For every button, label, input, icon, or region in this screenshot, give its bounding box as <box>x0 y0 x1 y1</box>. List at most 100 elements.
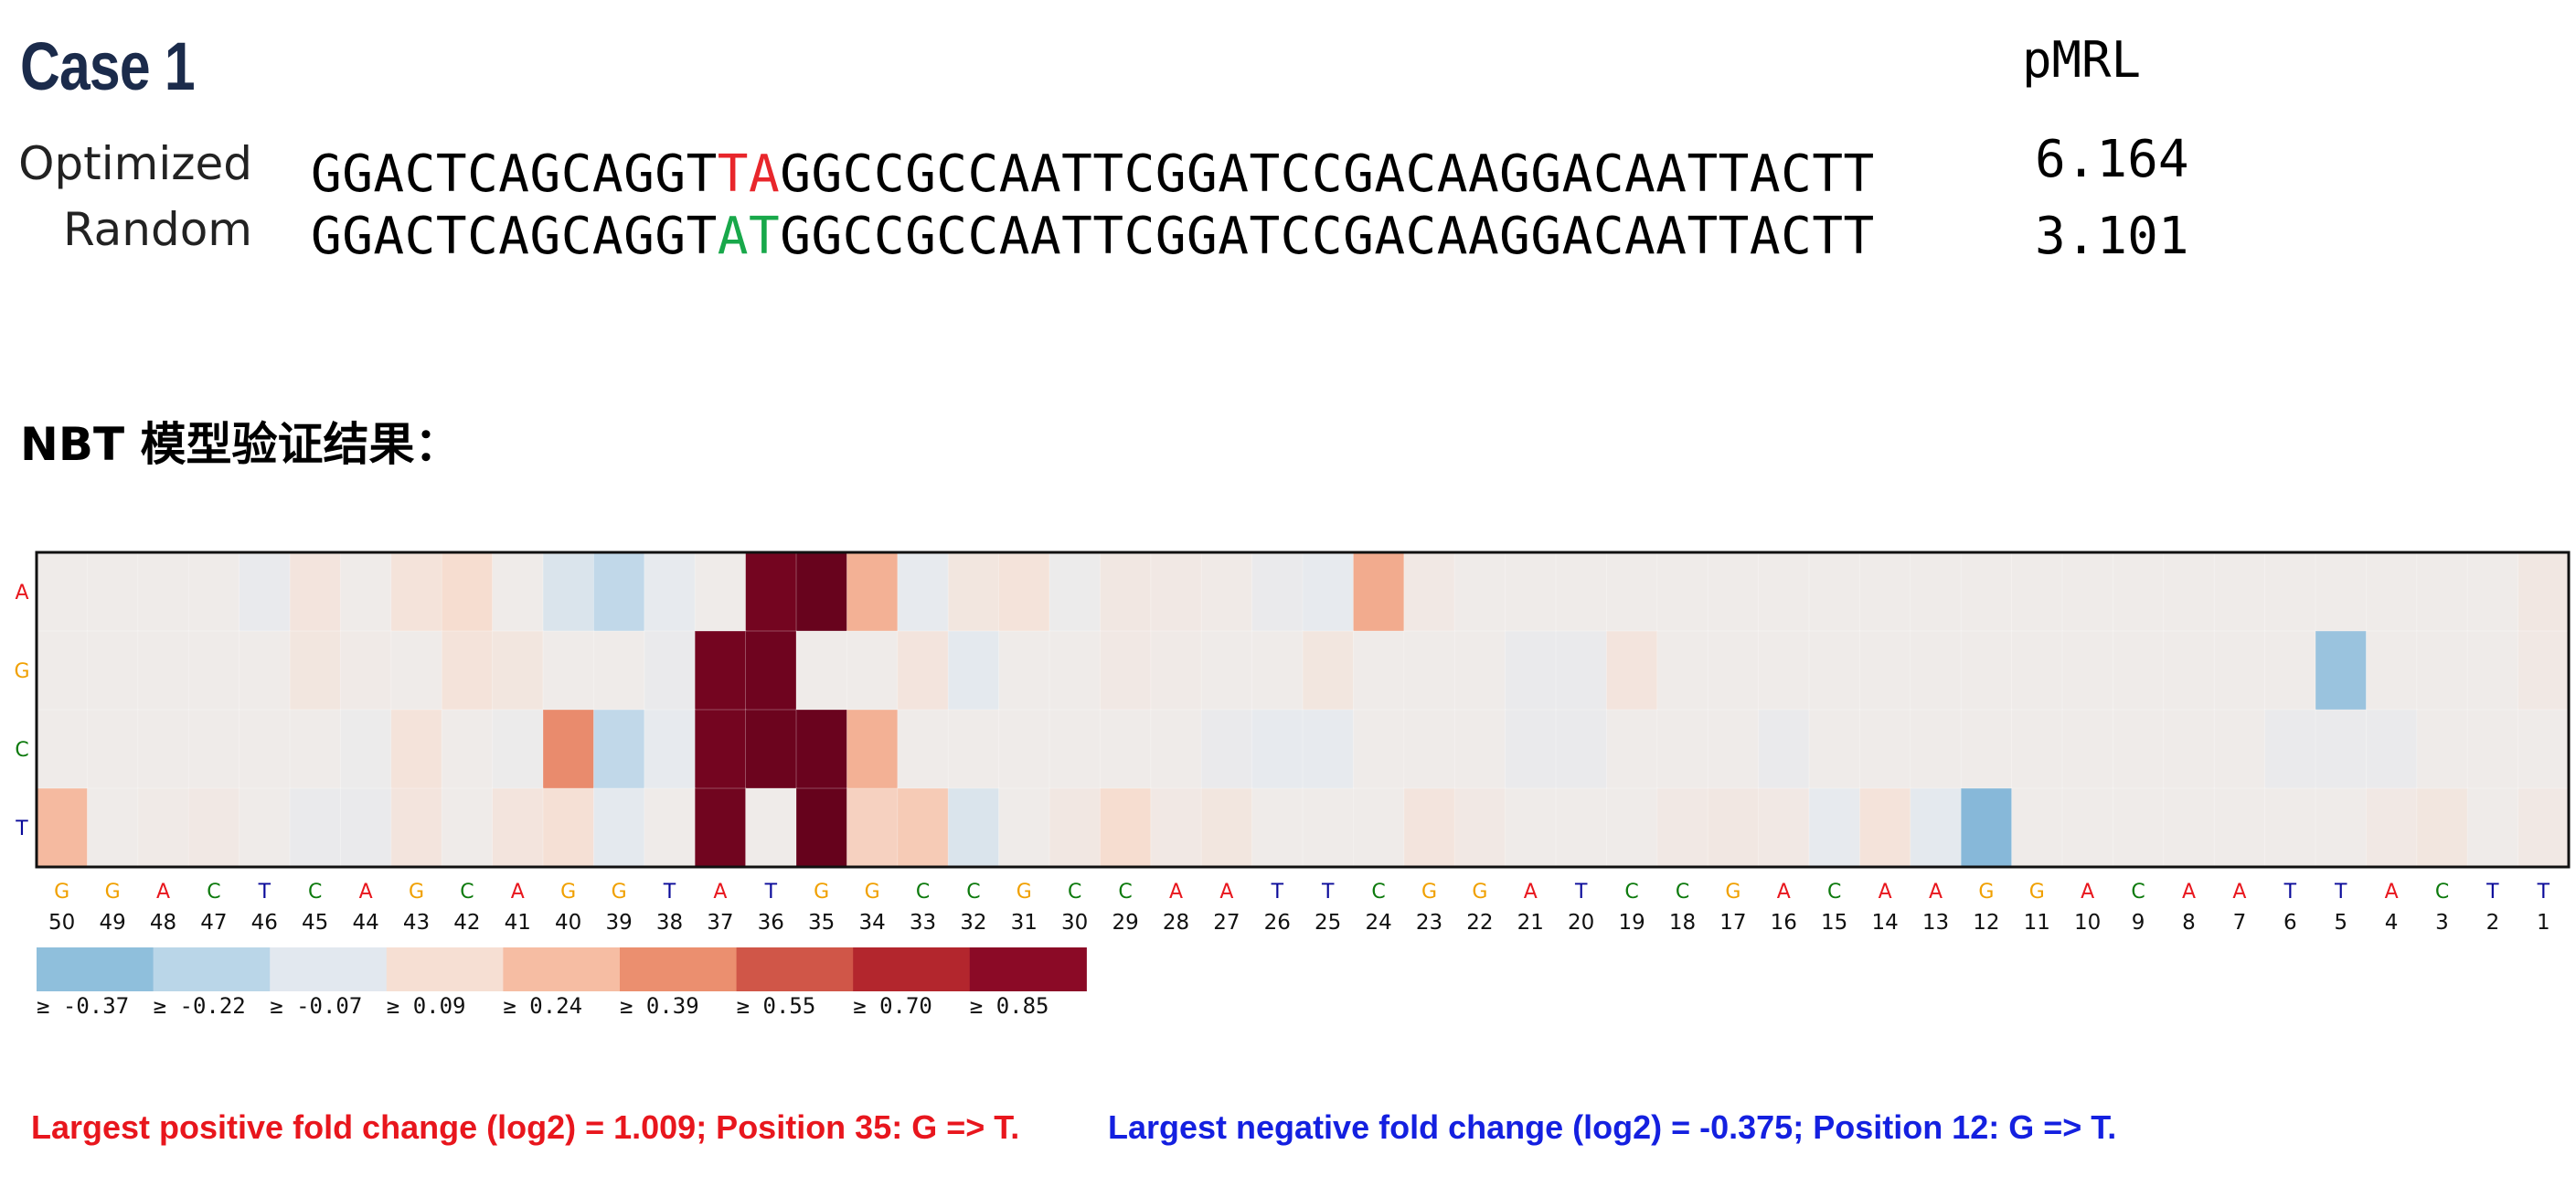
heatmap-cell-C-15 <box>1808 709 1861 789</box>
pmrl-header: pMRL <box>2022 31 2142 89</box>
x-tick-46: 46 <box>251 911 278 935</box>
heatmap-cell-T-26 <box>1251 787 1304 868</box>
x-tick-40: 40 <box>555 911 581 935</box>
heatmap-cell-A-34 <box>846 551 899 632</box>
legend-swatch-5 <box>620 947 738 991</box>
x-tick-29: 29 <box>1112 911 1138 935</box>
heatmap-cell-C-6 <box>2264 709 2317 789</box>
heatmap-cell-G-12 <box>1960 630 2013 711</box>
heatmap-cell-G-43 <box>390 630 443 711</box>
heatmap-cell-C-48 <box>137 709 190 789</box>
heatmap-cell-C-2 <box>2466 709 2519 789</box>
heatmap-cell-G-5 <box>2315 630 2368 711</box>
x-base-16: A <box>1777 881 1791 904</box>
x-base-49: G <box>105 881 121 904</box>
x-tick-27: 27 <box>1213 911 1240 935</box>
x-tick-44: 44 <box>352 911 378 935</box>
x-tick-36: 36 <box>758 911 784 935</box>
heatmap-cell-G-45 <box>289 630 342 711</box>
heatmap-cell-A-41 <box>492 551 544 632</box>
heatmap-cell-A-48 <box>137 551 190 632</box>
heatmap-cell-T-1 <box>2517 787 2571 868</box>
largest-positive-note: Largest positive fold change (log2) = 1.… <box>31 1108 1020 1146</box>
heatmap-frame <box>35 551 2571 869</box>
random-pmrl: 3.101 <box>2035 207 2189 266</box>
heatmap-cell-G-14 <box>1859 630 1911 711</box>
x-base-37: A <box>713 881 727 904</box>
heatmap-cell-G-49 <box>87 630 139 711</box>
heatmap-cell-C-45 <box>289 709 342 789</box>
heatmap-cell-T-6 <box>2264 787 2317 868</box>
x-tick-4: 4 <box>2385 911 2399 935</box>
heatmap-cell-C-20 <box>1555 709 1608 789</box>
heatmap-cell-T-33 <box>897 787 950 868</box>
heatmap-cell-T-29 <box>1100 787 1152 868</box>
heatmap-cell-A-27 <box>1200 551 1253 632</box>
heatmap-cell-C-11 <box>2011 709 2064 789</box>
heatmap-cell-A-37 <box>694 551 747 632</box>
x-base-27: A <box>1219 881 1233 904</box>
x-base-15: C <box>1827 881 1841 904</box>
x-base-38: T <box>663 881 676 904</box>
heatmap-cell-C-1 <box>2517 709 2571 789</box>
heatmap-cell-C-12 <box>1960 709 2013 789</box>
legend-label-0: ≥ -0.37 <box>37 993 129 1019</box>
heatmap-cell-T-16 <box>1758 787 1810 868</box>
heatmap-cell-A-18 <box>1656 551 1709 632</box>
heatmap-cell-A-16 <box>1758 551 1810 632</box>
heatmap-cell-C-14 <box>1859 709 1911 789</box>
heatmap-cell-A-5 <box>2315 551 2368 632</box>
sequence-suffix: GGCCGCCAATTCGGATCCGACAAGGACAATTACTT <box>780 144 1875 204</box>
heatmap-cell-T-35 <box>795 787 848 868</box>
heatmap-cell-A-44 <box>339 551 392 632</box>
heatmap-cell-G-37 <box>694 630 747 711</box>
heatmap-cell-T-40 <box>542 787 595 868</box>
x-base-44: A <box>359 881 373 904</box>
x-base-29: C <box>1118 881 1132 904</box>
x-tick-10: 10 <box>2074 911 2101 935</box>
heatmap-cell-A-14 <box>1859 551 1911 632</box>
x-tick-37: 37 <box>707 911 733 935</box>
x-base-30: C <box>1068 881 1081 904</box>
heatmap-cell-G-32 <box>947 630 1000 711</box>
row-label-T: T <box>15 818 28 840</box>
row-label-C: C <box>15 739 28 762</box>
x-tick-28: 28 <box>1163 911 1189 935</box>
x-base-19: C <box>1624 881 1638 904</box>
heatmap-cell-T-41 <box>492 787 544 868</box>
case-title: Case 1 <box>20 28 196 104</box>
sequence-prefix: GGACTCAGCAGGT <box>311 207 718 266</box>
heatmap-cell-C-34 <box>846 709 899 789</box>
heatmap-cell-A-25 <box>1302 551 1355 632</box>
heatmap-cell-A-36 <box>745 551 797 632</box>
x-base-17: G <box>1725 881 1740 904</box>
heatmap-cell-C-7 <box>2213 709 2266 789</box>
heatmap-cell-C-38 <box>644 709 697 789</box>
x-base-32: C <box>966 881 980 904</box>
x-base-33: C <box>916 881 930 904</box>
heatmap-cell-A-15 <box>1808 551 1861 632</box>
heatmap-cell-T-24 <box>1353 787 1405 868</box>
x-base-41: A <box>511 881 525 904</box>
random-sequence: GGACTCAGCAGGTATGGCCGCCAATTCGGATCCGACAAGG… <box>311 207 1875 266</box>
x-base-36: T <box>764 881 778 904</box>
heatmap-cell-A-22 <box>1453 551 1506 632</box>
heatmap-cell-G-10 <box>2061 630 2114 711</box>
heatmap-cell-A-33 <box>897 551 950 632</box>
heatmap-cell-A-12 <box>1960 551 2013 632</box>
heatmap-cell-G-34 <box>846 630 899 711</box>
x-base-34: G <box>865 881 880 904</box>
legend-swatch-1 <box>153 947 271 991</box>
heatmap-cell-A-17 <box>1707 551 1760 632</box>
heatmap-cell-G-38 <box>644 630 697 711</box>
heatmap-cell-C-16 <box>1758 709 1810 789</box>
legend-label-6: ≥ 0.55 <box>737 993 816 1019</box>
x-tick-1: 1 <box>2537 911 2550 935</box>
heatmap-cell-C-33 <box>897 709 950 789</box>
x-tick-39: 39 <box>605 911 632 935</box>
x-base-40: G <box>560 881 576 904</box>
heatmap-cell-G-36 <box>745 630 797 711</box>
heatmap-cell-C-40 <box>542 709 595 789</box>
heatmap-cell-A-32 <box>947 551 1000 632</box>
